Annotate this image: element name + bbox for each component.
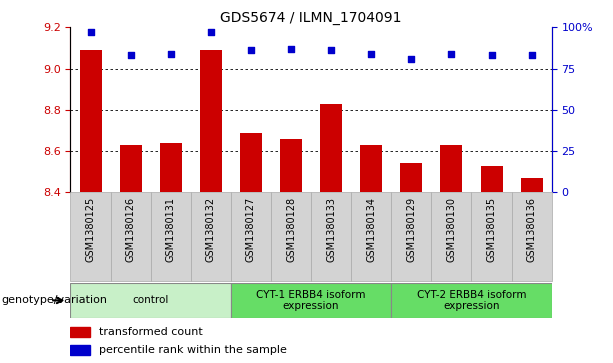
Bar <box>200 50 222 192</box>
Bar <box>120 145 142 192</box>
Point <box>286 46 296 52</box>
Text: GSM1380127: GSM1380127 <box>246 197 256 262</box>
Bar <box>481 166 503 192</box>
Text: GSM1380135: GSM1380135 <box>487 197 497 262</box>
Bar <box>520 178 543 192</box>
Bar <box>70 327 89 338</box>
Bar <box>320 103 342 192</box>
Text: GSM1380133: GSM1380133 <box>326 197 336 262</box>
Bar <box>110 192 151 281</box>
Text: GSM1380134: GSM1380134 <box>366 197 376 262</box>
Text: percentile rank within the sample: percentile rank within the sample <box>99 345 287 355</box>
Bar <box>151 192 191 281</box>
Point <box>527 52 536 58</box>
Bar <box>231 283 391 318</box>
Text: CYT-2 ERBB4 isoform
expression: CYT-2 ERBB4 isoform expression <box>417 290 526 311</box>
Point <box>406 56 416 61</box>
Bar <box>240 132 262 192</box>
Point <box>246 48 256 53</box>
Text: transformed count: transformed count <box>99 327 203 338</box>
Point <box>166 51 176 57</box>
Text: control: control <box>132 295 169 305</box>
Text: genotype/variation: genotype/variation <box>1 295 107 305</box>
Text: CYT-1 ERBB4 isoform
expression: CYT-1 ERBB4 isoform expression <box>256 290 366 311</box>
Text: GSM1380136: GSM1380136 <box>527 197 536 262</box>
Point <box>86 29 96 35</box>
Point <box>446 51 456 57</box>
Bar <box>191 192 231 281</box>
Point <box>126 52 135 58</box>
Text: GSM1380131: GSM1380131 <box>166 197 176 262</box>
Bar <box>80 50 102 192</box>
Bar <box>70 346 89 355</box>
Bar <box>70 283 231 318</box>
Bar <box>271 192 311 281</box>
Point <box>326 48 336 53</box>
Text: GSM1380130: GSM1380130 <box>446 197 457 262</box>
Text: GSM1380128: GSM1380128 <box>286 197 296 262</box>
Bar <box>70 192 110 281</box>
Text: GSM1380125: GSM1380125 <box>86 197 96 262</box>
Point <box>206 29 216 35</box>
Bar <box>440 145 462 192</box>
Text: GSM1380132: GSM1380132 <box>206 197 216 262</box>
Bar <box>471 192 512 281</box>
Bar <box>351 192 391 281</box>
Bar <box>311 192 351 281</box>
Title: GDS5674 / ILMN_1704091: GDS5674 / ILMN_1704091 <box>220 11 402 25</box>
Bar <box>231 192 271 281</box>
Bar <box>280 139 302 192</box>
Bar <box>512 192 552 281</box>
Bar <box>391 283 552 318</box>
Point <box>487 52 497 58</box>
Text: GSM1380129: GSM1380129 <box>406 197 416 262</box>
Bar <box>432 192 471 281</box>
Point <box>367 51 376 57</box>
Bar <box>160 143 182 192</box>
Bar <box>360 145 383 192</box>
Bar <box>400 163 422 192</box>
Text: GSM1380126: GSM1380126 <box>126 197 135 262</box>
Bar <box>391 192 432 281</box>
